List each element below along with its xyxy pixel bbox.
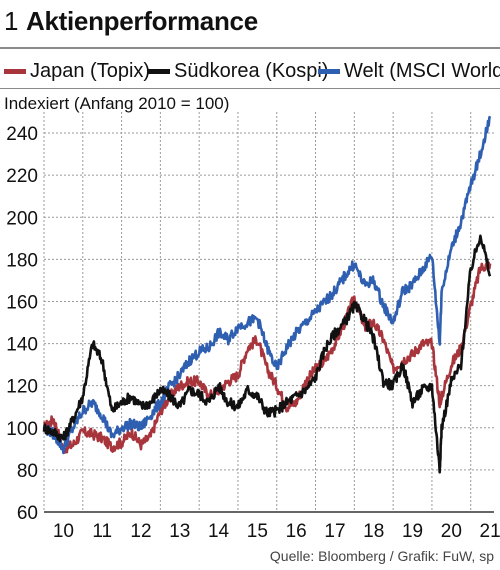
legend-label-welt: Welt (MSCI World): [344, 59, 500, 82]
legend-rule: [0, 88, 500, 89]
x-tick-label: 12: [130, 521, 151, 542]
legend-item-suedkorea: Südkorea (Kospi): [148, 58, 329, 84]
chart-subtitle: Indexiert (Anfang 2010 = 100): [4, 94, 230, 113]
legend-swatch-japan: [4, 68, 26, 74]
legend-label-suedkorea: Südkorea (Kospi): [174, 59, 329, 82]
source-note: Quelle: Bloomberg / Grafik: FuW, sp: [269, 548, 494, 564]
y-tick-label: 60: [17, 503, 38, 524]
top-rule: [0, 47, 500, 49]
x-tick-label: 16: [286, 521, 307, 542]
x-tick-label: 17: [324, 521, 345, 542]
figure-number: 1: [4, 6, 19, 36]
y-tick-label: 240: [6, 124, 38, 145]
x-tick-label: 13: [169, 521, 190, 542]
x-tick-label: 18: [363, 521, 384, 542]
title-row: 1 Aktienperformance: [0, 6, 500, 40]
x-tick-label: 21: [480, 521, 500, 542]
x-tick-label: 15: [247, 521, 268, 542]
legend-item-welt: Welt (MSCI World): [318, 58, 500, 84]
series-layer: [42, 115, 492, 474]
y-tick-label: 220: [6, 166, 38, 187]
x-tick-label: 10: [53, 521, 74, 542]
y-tick-label: 180: [6, 250, 38, 271]
y-tick-label: 200: [6, 208, 38, 229]
legend-item-japan: Japan (Topix): [4, 58, 150, 84]
legend-swatch-welt: [318, 68, 340, 74]
series-line-0: [42, 261, 492, 454]
legend-label-japan: Japan (Topix): [30, 59, 151, 82]
x-tick-label: 19: [402, 521, 423, 542]
y-tick-label: 160: [6, 292, 38, 313]
axis-layer: 60 80 100 120 140 160 180 200 220 240 10 11 12 13 14 15…: [6, 124, 500, 542]
x-tick-label: 20: [441, 521, 462, 542]
x-tick-label: 14: [208, 521, 230, 542]
y-tick-label: 100: [6, 419, 38, 440]
y-tick-label: 80: [17, 461, 38, 482]
y-tick-label: 120: [6, 377, 38, 398]
y-tick-label: 140: [6, 335, 38, 356]
x-tick-label: 11: [92, 521, 112, 542]
series-line-1: [42, 234, 492, 474]
legend: Japan (Topix) Südkorea (Kospi) Welt (MSC…: [0, 58, 500, 84]
series-line-2: [42, 115, 492, 455]
legend-swatch-suedkorea: [148, 68, 170, 74]
chart-title: Aktienperformance: [26, 6, 258, 36]
